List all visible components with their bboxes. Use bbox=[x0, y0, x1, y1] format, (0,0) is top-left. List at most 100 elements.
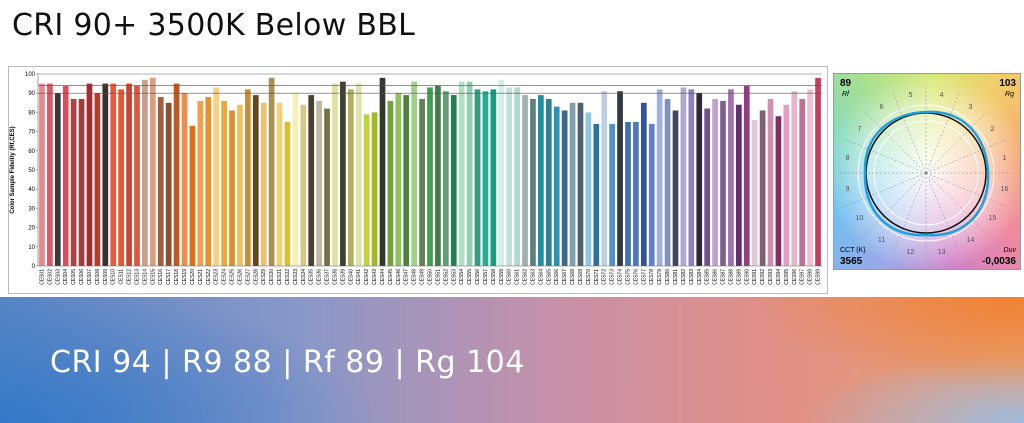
bar bbox=[403, 95, 410, 267]
bar bbox=[799, 98, 806, 267]
x-tick-label: CES65 bbox=[546, 269, 552, 285]
y-tick-label: 0 bbox=[32, 264, 36, 270]
x-tick-label: CES87 bbox=[721, 269, 727, 285]
x-tick-label: CES14 bbox=[142, 269, 148, 285]
bar bbox=[39, 83, 45, 266]
x-tick-label: CES63 bbox=[530, 269, 536, 285]
bar bbox=[347, 89, 354, 266]
x-tick-label: CES37 bbox=[325, 269, 331, 285]
y-tick-label: 80 bbox=[28, 110, 35, 116]
hue-bin-label: 13 bbox=[938, 249, 946, 256]
x-tick-label: CES86 bbox=[713, 269, 719, 285]
x-tick-label: CES08 bbox=[95, 269, 101, 285]
rg-value: 103 bbox=[999, 78, 1016, 89]
x-tick-label: CES34 bbox=[301, 269, 307, 285]
x-tick-label: CES99 bbox=[816, 269, 822, 285]
x-tick-label: CES62 bbox=[523, 269, 529, 285]
bar bbox=[260, 102, 267, 266]
bar bbox=[94, 93, 101, 266]
bar bbox=[712, 98, 718, 267]
bar bbox=[601, 91, 608, 266]
vector-svg: 89 Rf 103 Rg CCT (K) 3565 Duv -0,0036 12… bbox=[838, 78, 1016, 267]
x-tick-label: CES05 bbox=[71, 269, 77, 285]
x-tick-label: CES50 bbox=[428, 269, 434, 285]
hue-bin-label: 14 bbox=[967, 237, 975, 244]
bar bbox=[735, 104, 742, 266]
bar bbox=[237, 104, 243, 266]
x-tick-label: CES25 bbox=[230, 269, 236, 285]
bar bbox=[807, 89, 813, 266]
title: CRI 90+ 3500K Below BBL bbox=[12, 8, 416, 43]
bar bbox=[442, 91, 449, 266]
x-tick-label: CES89 bbox=[736, 269, 742, 285]
x-tick-label: CES46 bbox=[396, 269, 402, 285]
hue-bin-label: 1 bbox=[1003, 155, 1007, 162]
x-tick-label: CES40 bbox=[348, 269, 354, 285]
y-tick-label: 40 bbox=[28, 187, 35, 193]
bar bbox=[609, 123, 615, 266]
bar bbox=[371, 112, 378, 267]
bar bbox=[466, 81, 473, 267]
bar bbox=[514, 87, 520, 266]
bar bbox=[221, 100, 227, 266]
bar bbox=[379, 77, 386, 266]
cct-label: CCT (K) bbox=[840, 247, 866, 254]
bin-spoke bbox=[844, 172, 927, 207]
cct-value: 3565 bbox=[840, 256, 863, 267]
bin-spoke bbox=[925, 91, 960, 174]
bar bbox=[577, 102, 584, 266]
x-tick-label: CES23 bbox=[214, 269, 220, 285]
x-tick-label: CES58 bbox=[491, 269, 497, 285]
bar bbox=[363, 114, 370, 266]
bar bbox=[268, 77, 275, 266]
bar bbox=[775, 116, 782, 266]
x-tick-label: CES96 bbox=[792, 269, 798, 285]
hue-bin-label: 12 bbox=[906, 249, 914, 256]
hue-bin-label: 15 bbox=[989, 215, 997, 222]
x-tick-label: CES79 bbox=[657, 269, 663, 285]
x-tick-label: CES98 bbox=[808, 269, 814, 285]
bar bbox=[300, 104, 307, 266]
x-tick-label: CES04 bbox=[63, 269, 69, 285]
bar bbox=[276, 102, 283, 266]
x-tick-label: CES59 bbox=[499, 269, 505, 285]
x-tick-label: CES64 bbox=[538, 269, 544, 285]
bar bbox=[720, 100, 726, 266]
bar bbox=[173, 83, 180, 266]
bar bbox=[324, 108, 330, 266]
bar bbox=[134, 85, 140, 266]
x-tick-label: CES55 bbox=[467, 269, 473, 285]
bar bbox=[791, 91, 798, 266]
hue-bin-label: 11 bbox=[878, 237, 885, 244]
bar bbox=[498, 79, 505, 266]
x-tick-label: CES94 bbox=[776, 269, 782, 285]
bar bbox=[308, 95, 315, 267]
x-tick-label: CES24 bbox=[222, 269, 228, 285]
x-tick-label: CES66 bbox=[554, 269, 560, 285]
x-tick-label: CES73 bbox=[610, 269, 616, 285]
x-tick-label: CES83 bbox=[689, 269, 695, 285]
x-tick-label: CES74 bbox=[618, 269, 624, 285]
rf-value: 89 bbox=[840, 78, 852, 89]
bar bbox=[569, 102, 576, 266]
bar bbox=[482, 91, 489, 266]
x-tick-label: CES29 bbox=[261, 269, 267, 285]
x-tick-label: CES71 bbox=[594, 269, 600, 285]
bar bbox=[815, 77, 821, 266]
bar bbox=[47, 83, 53, 266]
x-tick-label: CES68 bbox=[570, 269, 576, 285]
x-tick-label: CES12 bbox=[127, 269, 133, 285]
hue-bin-label: 6 bbox=[880, 104, 884, 111]
x-tick-label: CES78 bbox=[649, 269, 655, 285]
bar bbox=[62, 85, 69, 266]
bar bbox=[728, 89, 734, 266]
bar bbox=[656, 89, 663, 266]
x-tick-label: CES77 bbox=[641, 269, 647, 285]
bin-spoke bbox=[892, 172, 927, 255]
bar bbox=[704, 108, 711, 266]
x-tick-label: CES41 bbox=[356, 269, 362, 285]
bar bbox=[427, 87, 433, 266]
bar bbox=[680, 87, 687, 266]
bar bbox=[648, 123, 655, 266]
x-tick-label: CES84 bbox=[697, 269, 703, 285]
